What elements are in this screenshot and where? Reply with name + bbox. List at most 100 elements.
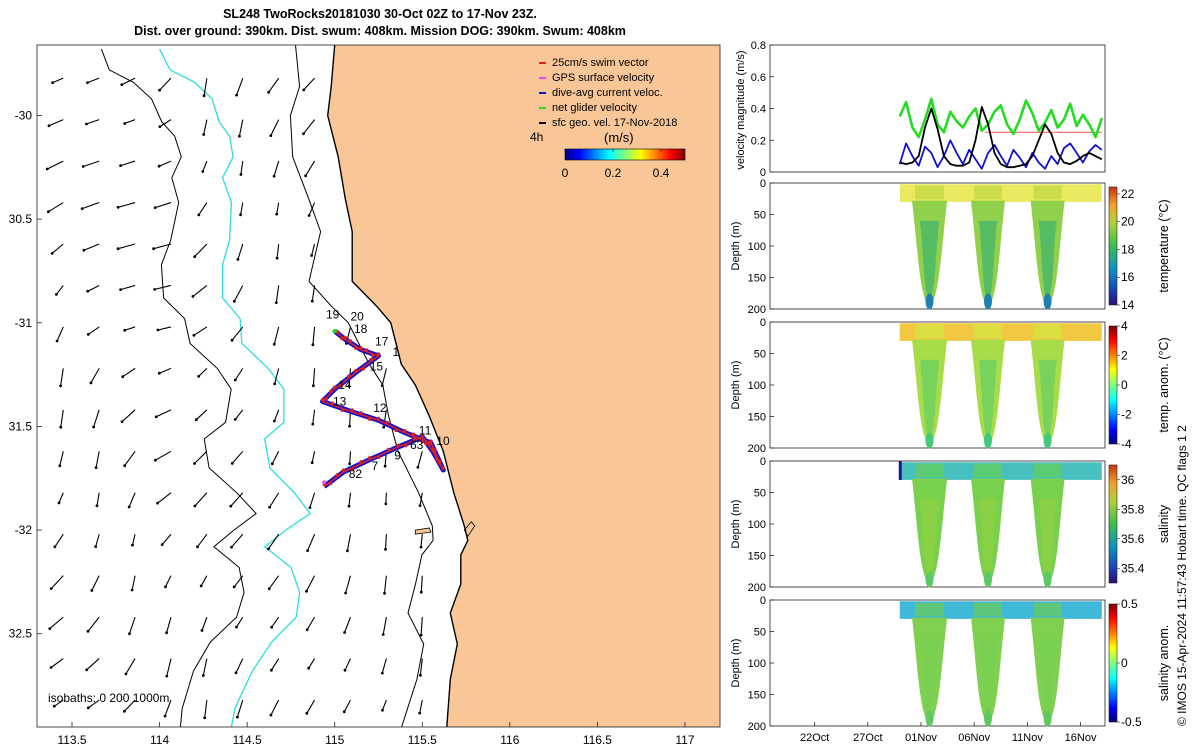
velocity-series-line	[899, 106, 1103, 169]
current-arrow-head	[273, 419, 276, 423]
section-trough-bottom	[925, 293, 934, 310]
section-colorbar-tick-label: 0.5	[1121, 597, 1138, 611]
current-arrow-head	[307, 214, 311, 217]
current-arrow-head	[59, 425, 63, 429]
current-arrow-shaft	[419, 699, 423, 714]
track-swim-dot	[376, 352, 381, 356]
current-arrow-shaft	[128, 492, 136, 508]
current-arrow-shaft	[303, 119, 316, 135]
current-arrow-shaft	[234, 409, 244, 420]
current-arrow-head	[275, 256, 279, 260]
section-trough-bottom	[1043, 710, 1052, 727]
map-x-axis: 113.5 114 114.5 115 115.5 116 116.5 117	[57, 722, 695, 747]
map-y-axis: -30 30.5 -31 31.5 -32 32.5	[9, 108, 42, 641]
current-arrow-shaft	[306, 616, 316, 630]
velocity-ylabel: velocity magnitude (m/s)	[735, 50, 747, 169]
time-tick-label: 01Nov	[905, 732, 937, 744]
track-swim-dot	[343, 335, 347, 339]
track-day-label: 15	[370, 360, 384, 374]
current-arrow-shaft	[271, 451, 280, 464]
isobaths-label: isobaths: 0 200 1000m	[48, 691, 169, 705]
track-day-label: 9	[394, 449, 401, 463]
section-y-tick-label: 100	[748, 380, 766, 392]
current-arrow-head	[308, 506, 312, 509]
track-swim-dot	[324, 397, 329, 401]
map-frame	[36, 44, 721, 728]
current-arrow-shaft	[193, 326, 208, 336]
current-arrow-head	[94, 466, 98, 469]
current-arrow-shaft	[419, 492, 423, 506]
velocity-y-tick-label: 0.4	[751, 104, 766, 116]
current-arrow-head	[234, 671, 238, 675]
current-arrow-shaft	[59, 451, 64, 466]
current-arrow-head	[202, 94, 206, 98]
current-arrow-head	[193, 255, 197, 258]
current-arrow-head	[304, 174, 307, 178]
current-arrow-shaft	[231, 326, 244, 341]
current-arrow-head	[196, 545, 199, 549]
section-trough-bottom	[925, 571, 934, 588]
current-arrow-shaft	[87, 616, 100, 632]
current-arrow-shaft	[198, 202, 208, 216]
section-trough-core	[920, 359, 940, 442]
current-arrow-head	[348, 424, 351, 428]
track-swim-dot	[441, 466, 445, 470]
current-arrow-shaft	[383, 575, 387, 594]
section-colorbar	[1108, 603, 1118, 723]
current-arrow-shaft	[48, 202, 64, 213]
current-arrow-head	[307, 666, 311, 670]
section-colorbar-label: temperature (°C)	[1157, 199, 1171, 292]
current-arrow-head	[116, 247, 120, 251]
current-arrow-head	[239, 173, 243, 176]
current-arrow-shaft	[200, 575, 208, 587]
velocity-y-tick-label: 0.2	[751, 135, 766, 147]
current-arrow-head	[52, 704, 56, 708]
current-arrow-shaft	[55, 285, 64, 295]
map-y-tick-label: 31.5	[9, 419, 33, 433]
current-arrow-head	[343, 668, 347, 672]
map-x-tick-label: 116	[500, 733, 519, 747]
current-arrow-head	[346, 549, 349, 553]
time-tick-label: 11Nov	[1012, 732, 1043, 744]
current-arrow-head	[156, 328, 160, 332]
current-arrow-shaft	[312, 409, 316, 425]
current-arrow-shaft	[420, 534, 423, 548]
surface-current-arrows	[45, 77, 423, 720]
current-arrow-shaft	[271, 616, 280, 628]
current-arrow-shaft	[91, 575, 100, 591]
section-ylabel: Depth (m)	[730, 500, 742, 549]
track-swim-dot	[368, 456, 372, 460]
current-arrow-head	[302, 88, 306, 92]
section-trough-core	[1038, 220, 1057, 303]
current-arrow-head	[272, 342, 276, 346]
current-arrow-head	[116, 205, 120, 209]
current-arrow-head	[348, 462, 352, 466]
isobath-1000m	[100, 48, 257, 727]
section-trough-bottom	[984, 710, 993, 727]
current-arrow-shaft	[159, 77, 172, 91]
track-swim-dot	[394, 428, 398, 433]
current-arrow-shaft	[131, 534, 136, 546]
map-x-tick-label: 115.5	[408, 733, 437, 747]
current-arrow-head	[347, 384, 351, 388]
section-trough-core	[979, 637, 997, 720]
current-arrow-head	[305, 628, 309, 632]
map-y-tick-label: 32.5	[9, 627, 33, 641]
current-arrow-shaft	[166, 658, 172, 677]
current-arrow-head	[310, 461, 314, 464]
section-y-tick-label: 150	[748, 690, 766, 702]
track-swim-dot	[377, 455, 381, 459]
current-arrow-shaft	[86, 119, 100, 125]
velocity-series	[898, 97, 1104, 170]
section-colorbar-tick-label: 35.8	[1121, 502, 1145, 516]
velocity-panel: 0 0.2 0.4 0.6 0.8 velocity magnitude (m/s)	[735, 40, 1106, 179]
section-trough-bottom	[925, 432, 934, 449]
section-trough-core	[1038, 498, 1057, 581]
coastline	[326, 45, 469, 727]
current-arrow-shaft	[158, 160, 172, 167]
time-tick-label: 06Nov	[958, 732, 990, 744]
current-arrow-shaft	[273, 160, 280, 177]
track-swim-dot	[336, 330, 340, 334]
current-arrow-head	[45, 167, 49, 171]
colorbar-tick-label: 0.4	[653, 166, 670, 180]
